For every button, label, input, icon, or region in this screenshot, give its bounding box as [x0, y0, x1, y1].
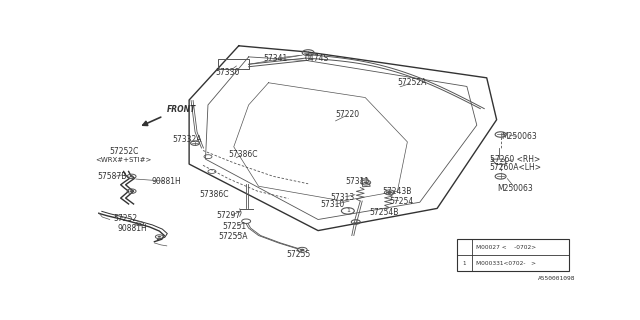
Text: M250063: M250063	[501, 132, 537, 141]
Text: 57330: 57330	[216, 68, 240, 77]
Text: 57313: 57313	[331, 193, 355, 202]
Text: 57260A<LH>: 57260A<LH>	[490, 163, 541, 172]
Text: 57254: 57254	[389, 196, 413, 205]
Text: 57220: 57220	[336, 110, 360, 119]
Circle shape	[157, 236, 161, 238]
Text: 90881H: 90881H	[152, 177, 182, 186]
Text: A550001098: A550001098	[538, 276, 575, 281]
Text: 57386C: 57386C	[228, 150, 257, 159]
Text: FRONT: FRONT	[167, 105, 196, 114]
Text: 57252A: 57252A	[397, 78, 427, 87]
Text: 57260 <RH>: 57260 <RH>	[490, 155, 541, 164]
Text: 57310: 57310	[321, 200, 345, 209]
Circle shape	[300, 249, 305, 251]
Text: 57297: 57297	[217, 211, 241, 220]
Text: 0474S: 0474S	[305, 54, 329, 63]
Text: 57254B: 57254B	[369, 208, 398, 217]
Text: 90881H: 90881H	[117, 224, 147, 233]
Text: 57252C: 57252C	[109, 147, 138, 156]
Text: 1: 1	[463, 261, 466, 266]
Text: 57386C: 57386C	[199, 190, 228, 199]
Circle shape	[129, 175, 134, 177]
Text: M250063: M250063	[498, 184, 533, 193]
Circle shape	[364, 181, 368, 184]
Circle shape	[138, 223, 141, 225]
Text: M000331<0702-   >: M000331<0702- >	[476, 261, 536, 266]
Bar	[457, 239, 568, 271]
Text: 57255: 57255	[286, 250, 310, 259]
Text: 57341: 57341	[264, 54, 288, 63]
Circle shape	[388, 191, 392, 193]
Text: M00027 <    -0702>: M00027 < -0702>	[476, 245, 536, 250]
Circle shape	[129, 190, 134, 192]
Text: 57311: 57311	[346, 177, 370, 186]
Text: 57255A: 57255A	[218, 232, 248, 241]
Text: 57587B: 57587B	[97, 172, 127, 181]
Text: 1: 1	[346, 208, 350, 213]
Text: 57243B: 57243B	[383, 187, 412, 196]
Text: <WRX#+STI#>: <WRX#+STI#>	[95, 157, 152, 164]
Text: 57332A: 57332A	[172, 135, 202, 144]
Text: 57251: 57251	[223, 222, 247, 231]
Text: 57252: 57252	[113, 214, 138, 223]
